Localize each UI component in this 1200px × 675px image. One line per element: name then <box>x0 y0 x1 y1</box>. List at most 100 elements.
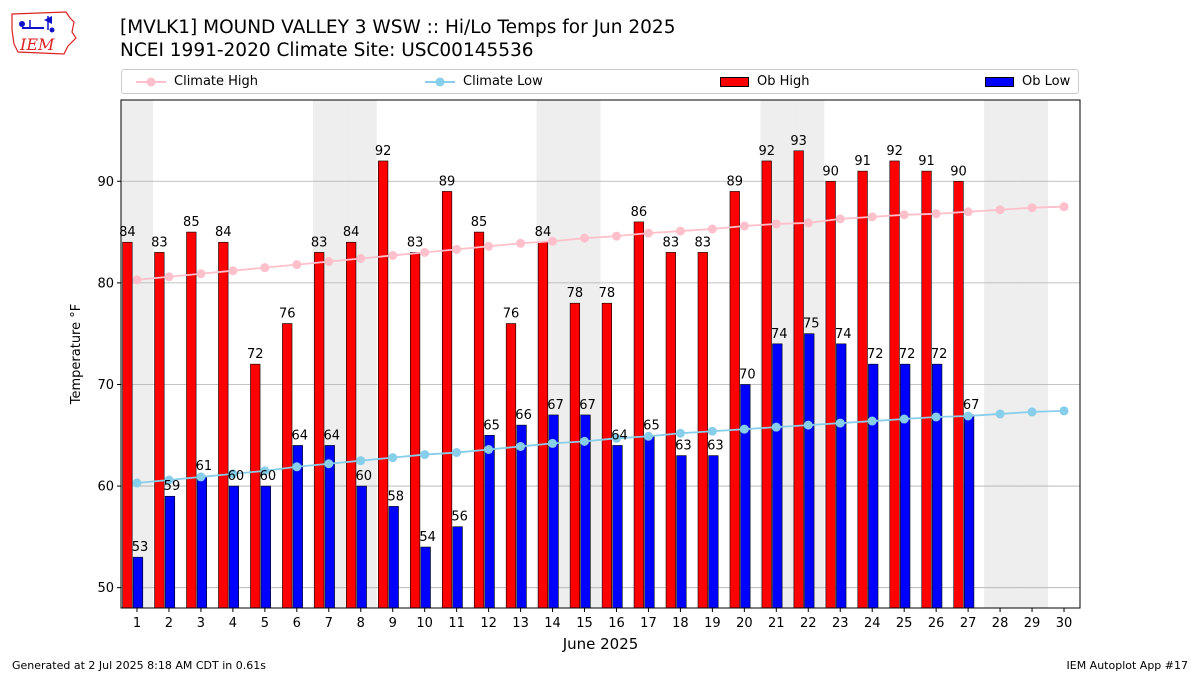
x-tick-label: 22 <box>800 616 817 631</box>
ob-high-bar <box>953 180 964 609</box>
x-tick-label: 27 <box>960 616 977 631</box>
x-tick-label: 25 <box>896 616 913 631</box>
legend-label: Ob High <box>757 74 810 89</box>
ob-high-bar <box>793 150 804 609</box>
climate-low-point <box>484 445 494 455</box>
x-tick-label: 13 <box>512 616 529 631</box>
ob-high-bar <box>921 170 932 609</box>
ob-low-label: 74 <box>835 327 852 342</box>
ob-high-label: 89 <box>726 174 743 189</box>
climate-low-point <box>228 469 238 479</box>
climate-low-point <box>963 411 973 421</box>
ob-high-bar <box>729 191 740 609</box>
iem-logo: IEM <box>8 6 82 60</box>
climate-high-point <box>707 224 717 234</box>
ob-high-label: 91 <box>854 154 871 169</box>
climate-low-point <box>995 409 1005 419</box>
legend-label: Climate High <box>174 74 259 89</box>
gridlines <box>121 180 1080 589</box>
x-tick-label: 29 <box>1024 616 1041 631</box>
legend-climate-high: Climate High <box>136 70 258 93</box>
x-tick-label: 5 <box>261 616 269 631</box>
x-tick-label: 17 <box>640 616 657 631</box>
ob-high-label: 83 <box>663 235 680 250</box>
x-tick-label: 28 <box>992 616 1009 631</box>
ob-high-bar <box>601 302 612 609</box>
ob-high-bar <box>857 170 868 609</box>
climate-low-point <box>420 450 430 460</box>
ob-high-bar <box>441 191 453 609</box>
ob-high-bar <box>633 221 644 609</box>
climate-low-point <box>931 412 941 422</box>
ob-high-label: 72 <box>247 347 264 362</box>
climate-high-point <box>739 221 749 231</box>
legend-line-marker-icon <box>425 77 455 86</box>
bars <box>122 150 975 609</box>
data-labels: 84 53 83 59 85 61 84 60 72 60 76 64 83 64 84 60 92 58 83 54… <box>119 134 979 555</box>
ob-low-label: 72 <box>899 347 916 362</box>
ob-high-label: 83 <box>407 235 424 250</box>
climate-low-point <box>675 428 685 438</box>
ob-low-label: 63 <box>707 439 724 454</box>
ob-low-label: 59 <box>164 479 181 494</box>
climate-high-point <box>548 236 558 246</box>
ob-low-bar <box>612 445 623 609</box>
climate-high-point <box>771 219 781 229</box>
chart-title: [MVLK1] MOUND VALLEY 3 WSW :: Hi/Lo Temp… <box>120 17 676 38</box>
climate-high-point <box>899 210 909 220</box>
x-tick-label: 11 <box>448 616 465 631</box>
weekend-shade-band <box>984 100 1017 608</box>
climate-low-point <box>1059 406 1069 416</box>
climate-high-point <box>1059 202 1069 212</box>
ob-low-bar <box>132 556 144 609</box>
ob-high-bar <box>825 180 836 609</box>
ob-low-bar <box>516 424 527 609</box>
x-tick-label: 6 <box>293 616 301 631</box>
footer-app: IEM Autoplot App #17 <box>1066 659 1189 672</box>
ob-high-bar <box>505 323 517 609</box>
footer-generated: Generated at 2 Jul 2025 8:18 AM CDT in 0… <box>12 659 266 672</box>
ob-high-label: 92 <box>758 144 775 159</box>
ob-low-bar <box>228 485 239 609</box>
ob-low-bar <box>964 414 975 609</box>
x-tick-label: 8 <box>357 616 365 631</box>
climate-high-point <box>452 244 462 254</box>
climate-high-point <box>388 250 398 260</box>
climate-low-point <box>452 448 462 458</box>
x-tick-label: 30 <box>1056 616 1073 631</box>
ob-high-label: 83 <box>695 235 712 250</box>
legend-climate-low: Climate Low <box>425 70 543 93</box>
legend-ob-low: Ob Low <box>985 70 1070 93</box>
climate-high-point <box>963 207 973 217</box>
ob-high-label: 84 <box>535 225 552 240</box>
ob-high-label: 83 <box>151 235 168 250</box>
ob-low-bar <box>164 495 176 609</box>
y-tick-label: 70 <box>97 378 114 393</box>
ob-low-label: 54 <box>419 530 436 545</box>
ob-low-bar <box>644 434 655 609</box>
climate-low-point <box>356 456 366 466</box>
legend-label: Climate Low <box>463 74 543 89</box>
climate-low-point <box>835 418 845 428</box>
ob-low-bar <box>740 384 751 609</box>
ob-low-bar <box>324 445 335 609</box>
climate-low-point <box>803 420 813 430</box>
ob-low-label: 64 <box>292 428 309 443</box>
ob-high-label: 89 <box>439 174 456 189</box>
ob-high-label: 83 <box>311 235 328 250</box>
climate-low-point <box>739 424 749 434</box>
ob-high-label: 93 <box>790 134 807 149</box>
ob-high-label: 84 <box>119 225 136 240</box>
ob-low-label: 63 <box>675 439 692 454</box>
climate-low-point <box>164 475 174 485</box>
climate-high-point <box>132 275 142 285</box>
climate-low-point <box>643 431 653 441</box>
chart-legend: Climate High Climate Low Ob High Ob Low <box>121 69 1079 94</box>
chart-subtitle: NCEI 1991-2020 Climate Site: USC00145536 <box>120 40 534 61</box>
ob-high-label: 85 <box>183 215 200 230</box>
ob-high-label: 78 <box>599 286 616 301</box>
climate-low-line <box>136 409 1065 484</box>
ob-low-label: 65 <box>643 418 660 433</box>
x-tick-label: 12 <box>480 616 497 631</box>
climate-low-point <box>1027 407 1037 417</box>
